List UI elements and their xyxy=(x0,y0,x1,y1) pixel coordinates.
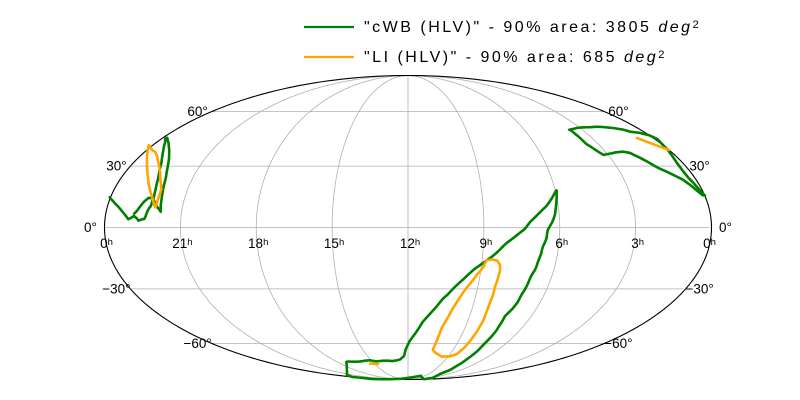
svg-text:"LI (HLV)" - 90% area: 685 deg: "LI (HLV)" - 90% area: 685 deg2 xyxy=(364,49,664,66)
svg-text:6h: 6h xyxy=(555,236,568,251)
svg-text:12h: 12h xyxy=(400,236,420,251)
svg-text:0°: 0° xyxy=(719,220,732,235)
svg-text:30°: 30° xyxy=(689,159,709,174)
svg-text:−60°: −60° xyxy=(183,336,211,351)
svg-text:−30°: −30° xyxy=(102,281,130,296)
svg-text:"cWB (HLV)" - 90% area: 3805 d: "cWB (HLV)" - 90% area: 3805 deg2 xyxy=(364,19,699,36)
svg-text:3h: 3h xyxy=(631,236,644,251)
svg-text:21h: 21h xyxy=(172,236,192,251)
svg-text:15h: 15h xyxy=(324,236,344,251)
svg-text:60°: 60° xyxy=(187,104,207,119)
svg-text:0h: 0h xyxy=(100,236,113,251)
svg-text:9h: 9h xyxy=(479,236,492,251)
svg-text:60°: 60° xyxy=(608,104,628,119)
svg-text:0h: 0h xyxy=(703,236,716,251)
svg-text:−60°: −60° xyxy=(604,336,632,351)
svg-text:0°: 0° xyxy=(84,220,97,235)
svg-text:30°: 30° xyxy=(106,159,126,174)
svg-text:−30°: −30° xyxy=(685,281,713,296)
svg-text:18h: 18h xyxy=(248,236,268,251)
